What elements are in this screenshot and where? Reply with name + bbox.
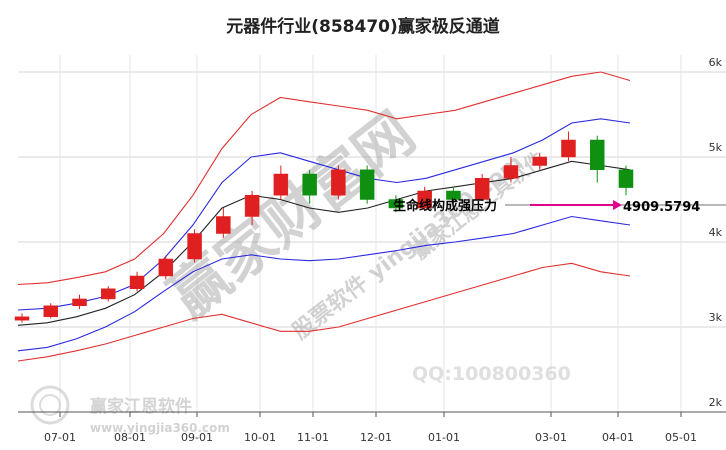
axis-ticks: 6k 5k 4k 3k 2k 07-01 08-01 09-01 10-01 11-01 12-01… [18,56,726,444]
channel-line-lower-outer [17,262,631,362]
x-tick-label: 04-01 [602,431,634,444]
x-tick-label: 11-01 [297,431,329,444]
annotation-value: 4909.5794 [623,200,700,215]
candle-body [589,139,605,170]
candle-body [101,288,116,300]
x-tick-label: 05-01 [665,431,697,444]
annotation: 生命线构成强压力 4909.5794 [393,198,726,215]
candle-body [244,195,260,217]
x-tick-label: 01-01 [428,431,460,444]
candle-body [474,178,490,200]
channel-line-lifeline [17,160,631,326]
y-tick-label: 6k [709,56,723,69]
annotation-arrow-head [613,200,622,210]
x-tick-label: 09-01 [181,431,213,444]
watermark-layer: 赢家财富网 股票软件 yingjia360.com 赢家江恩工具软件 www.y… [30,99,571,435]
channel-line-upper-outer [17,71,631,286]
candle-body [532,156,547,166]
candle-body [388,199,404,209]
candle-body [187,233,202,260]
x-tick-label: 03-01 [535,431,567,444]
candle-body [503,165,519,179]
y-tick-label: 5k [709,141,723,154]
candle-body [331,169,346,196]
candle-body [359,169,375,200]
candle-body [216,216,231,234]
candle-body [302,173,317,196]
chart-title: 元器件行业(858470)赢家极反通道 [226,16,500,37]
watermark-logo-icon [30,385,70,425]
x-tick-label: 12-01 [360,431,392,444]
candle-body [618,169,634,188]
y-tick-label: 4k [709,226,723,239]
candle-body [72,298,87,307]
watermark-qq: QQ:100800360 [412,363,571,385]
candlesticks [14,131,634,323]
channel-line-upper-inner [17,118,631,311]
channel-lines [17,71,631,362]
candle-body [158,258,174,277]
candle-body [417,190,432,209]
candle-body [14,316,30,321]
candle-body [43,305,59,318]
watermark-logo-text: 赢家江恩软件 [90,396,192,417]
watermark-website: www.yingjia360.com [90,421,230,435]
y-tick-label: 3k [709,311,723,324]
candle-body [129,275,145,289]
annotation-label: 生命线构成强压力 [393,198,497,214]
y-tick-label: 2k [709,396,723,409]
channel-line-lower-inner [17,215,631,352]
x-tick-label: 10-01 [244,431,276,444]
x-tick-label: 07-01 [44,431,76,444]
candle-body [273,173,289,196]
candle-body [561,139,576,158]
candle-body [446,190,461,200]
x-tick-label: 08-01 [114,431,146,444]
